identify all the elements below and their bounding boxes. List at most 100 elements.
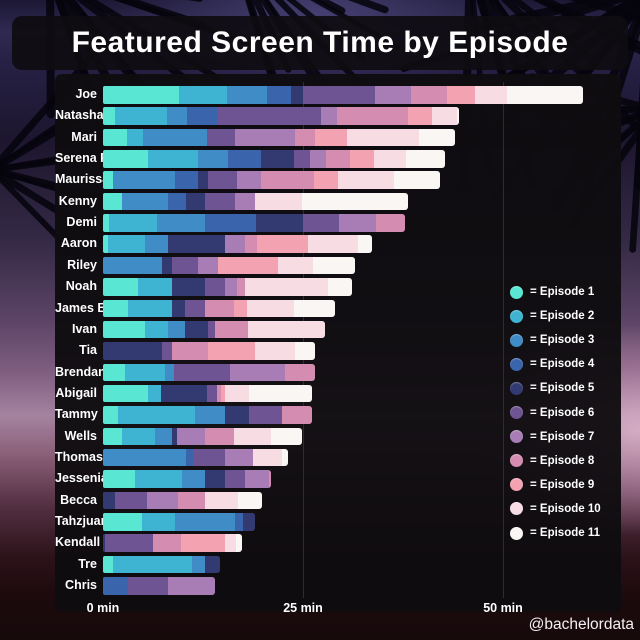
bar-segment-episode-6 [127, 577, 168, 595]
bar-maurissa [103, 171, 440, 189]
bar-segment-episode-7 [198, 256, 219, 275]
bar-segment-episode-11 [327, 278, 352, 296]
bar-segment-episode-8 [216, 384, 221, 403]
bar-segment-episode-7 [237, 171, 262, 189]
bar-segment-episode-5 [171, 299, 185, 317]
bar-segment-episode-4 [167, 192, 187, 211]
bar-segment-episode-6 [204, 278, 225, 296]
bar-thomas [103, 448, 288, 467]
bar-segment-episode-1 [103, 513, 143, 531]
bar-segment-episode-1 [103, 320, 145, 339]
bar-riley [103, 256, 355, 275]
bar-segment-episode-5 [103, 491, 115, 510]
bar-segment-episode-5 [184, 320, 208, 339]
watermark-credit: @bachelordata [528, 616, 634, 633]
legend-swatch-icon [510, 478, 523, 492]
category-label: James B [55, 300, 107, 315]
bar-segment-episode-4 [205, 214, 256, 232]
legend-label: = Episode 8 [530, 454, 595, 467]
category-label: Thomas [55, 449, 103, 464]
bar-segment-episode-3 [154, 427, 172, 446]
bar-segment-episode-2 [118, 406, 195, 424]
bar-segment-episode-11 [406, 150, 446, 168]
bar-segment-episode-9 [218, 256, 279, 275]
bar-segment-episode-2 [144, 320, 168, 339]
bar-segment-episode-10 [205, 491, 239, 510]
bar-segment-episode-3 [103, 256, 163, 275]
x-tick-label: 25 min [283, 601, 323, 615]
legend-label: = Episode 7 [530, 430, 595, 443]
bar-segment-episode-3 [191, 555, 205, 574]
bar-segment-episode-2 [147, 150, 199, 168]
bar-segment-episode-3 [122, 192, 168, 211]
bar-segment-episode-11 [238, 491, 263, 510]
bar-segment-episode-10 [347, 128, 419, 147]
legend-item-episode-8: = Episode 8 [510, 454, 594, 468]
legend-label: = Episode 5 [530, 382, 595, 395]
gridline-50min [503, 82, 504, 598]
bar-segment-episode-7 [225, 448, 253, 467]
bar-segment-episode-9 [315, 128, 347, 147]
category-label: Kendall [55, 535, 101, 550]
bar-james-b [103, 299, 335, 317]
bar-brendan [103, 363, 315, 382]
bar-segment-episode-2 [127, 128, 143, 147]
bar-segment-episode-7 [310, 150, 327, 168]
bar-segment-episode-10 [374, 150, 407, 168]
bar-segment-episode-11 [302, 192, 408, 211]
legend-item-episode-4: = Episode 4 [510, 357, 594, 371]
bar-segment-episode-6 [207, 320, 215, 339]
bar-segment-episode-7 [234, 192, 255, 211]
bar-segment-episode-5 [171, 427, 177, 446]
bar-segment-episode-10 [225, 534, 236, 552]
category-label: Brendan [55, 364, 106, 379]
legend-label: = Episode 11 [530, 527, 600, 539]
chart-panel: Joe Natasha Mari Serena P Maurissa Kenny Demi A… [55, 74, 621, 615]
legend-swatch-icon [510, 357, 523, 371]
bar-segment-episode-1 [103, 192, 123, 211]
bar-segment-episode-6 [205, 192, 235, 211]
bar-segment-episode-3 [198, 150, 228, 168]
bar-chris [103, 577, 215, 595]
category-label: Serena P [55, 151, 109, 166]
bar-segment-episode-8 [375, 214, 406, 232]
bar-segment-episode-8 [178, 491, 206, 510]
category-label: Tammy [55, 407, 98, 422]
bar-segment-episode-1 [103, 427, 123, 446]
bar-segment-episode-7 [338, 214, 376, 232]
bar-segment-episode-11 [394, 171, 440, 189]
category-label: Mari [71, 129, 97, 144]
category-label: Becca [60, 492, 97, 507]
bar-segment-episode-11 [294, 299, 335, 317]
bar-tre [103, 555, 220, 574]
bar-segment-episode-2 [142, 513, 175, 531]
bar-segment-episode-6 [171, 256, 199, 275]
bar-serena-p [103, 150, 446, 168]
bar-segment-episode-6 [192, 448, 226, 467]
bar-segment-episode-10 [234, 427, 271, 446]
bar-segment-episode-2 [147, 384, 162, 403]
bar-segment-episode-6 [115, 491, 147, 510]
legend-item-episode-7: = Episode 7 [510, 430, 594, 444]
legend-swatch-icon [510, 406, 523, 419]
bar-segment-episode-5 [198, 171, 208, 189]
bar-segment-episode-3 [167, 320, 185, 339]
bar-segment-episode-1 [103, 214, 110, 232]
category-label: Riley [67, 257, 97, 272]
bar-segment-episode-8 [204, 299, 235, 317]
bar-segment-episode-2 [112, 555, 192, 574]
bar-segment-episode-5 [103, 534, 106, 552]
bar-segment-episode-6 [302, 214, 339, 232]
bar-segment-episode-3 [174, 513, 235, 531]
bar-segment-episode-5 [186, 192, 206, 211]
bar-segment-episode-11 [507, 86, 583, 104]
bar-segment-episode-11 [457, 107, 459, 125]
legend-item-episode-5: = Episode 5 [510, 381, 594, 395]
bar-segment-episode-3 [194, 406, 226, 424]
bar-segment-episode-7 [167, 577, 215, 595]
legend-item-episode-9: = Episode 9 [510, 478, 594, 492]
gridline-25min [303, 82, 304, 598]
bar-segment-episode-3 [112, 171, 175, 189]
category-label: Ivan [71, 321, 97, 336]
bar-segment-episode-1 [103, 235, 108, 253]
